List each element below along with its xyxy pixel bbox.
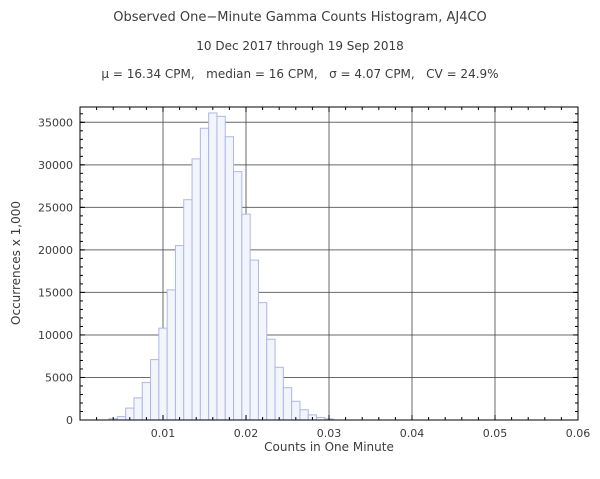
x-axis-label: Counts in One Minute [264, 440, 394, 454]
histogram-bar [116, 416, 127, 421]
histogram-bar [249, 259, 259, 421]
histogram-bar [166, 289, 176, 421]
histogram-bar [241, 213, 251, 421]
histogram-bar [274, 366, 284, 421]
x-tick-label: 0.03 [317, 427, 342, 440]
histogram-bar [224, 136, 235, 421]
chart-subtitle: 10 Dec 2017 through 19 Sep 2018 [196, 39, 404, 53]
chart-stats-line: μ = 16.34 CPM, median = 16 CPM, σ = 4.07… [101, 67, 499, 81]
histogram-bar [282, 387, 293, 421]
y-tick-label: 5000 [45, 371, 73, 384]
chart-title: Observed One−Minute Gamma Counts Histogr… [113, 10, 487, 25]
x-tick-label: 0.02 [234, 427, 259, 440]
y-tick-label: 35000 [38, 116, 73, 129]
histogram-bar [199, 127, 210, 421]
histogram-bar [191, 158, 201, 421]
y-tick-label: 10000 [38, 329, 73, 342]
y-tick-label: 15000 [38, 286, 73, 299]
tick-labels-layer: 0.01 0.02 0.03 0.04 0.05 0.06 0 5000 10000 15000 2… [38, 116, 590, 440]
y-tick-label: 25000 [38, 201, 73, 214]
histogram-bar [150, 359, 160, 421]
histogram-bar [266, 338, 276, 421]
y-tick-label: 30000 [38, 159, 73, 172]
histogram-bar [208, 112, 218, 421]
y-tick-label: 20000 [38, 244, 73, 257]
histogram-bar [183, 199, 193, 421]
x-tick-label: 0.05 [483, 427, 508, 440]
histogram-bar [158, 327, 168, 421]
histogram-bar [174, 245, 185, 421]
histogram-bar [133, 397, 143, 421]
y-axis-label: Occurrences x 1,000 [9, 201, 23, 325]
x-tick-label: 0.06 [566, 427, 591, 440]
ticks-layer [80, 107, 579, 421]
histogram-bar [216, 115, 226, 421]
x-tick-label: 0.04 [400, 427, 425, 440]
y-tick-label: 0 [66, 414, 73, 427]
histogram-bar [299, 409, 309, 421]
x-tick-label: 0.01 [151, 427, 176, 440]
histogram-bar [141, 382, 152, 421]
histogram-bar [257, 302, 268, 421]
histogram-bar [233, 171, 243, 421]
bars-layer [108, 112, 334, 421]
